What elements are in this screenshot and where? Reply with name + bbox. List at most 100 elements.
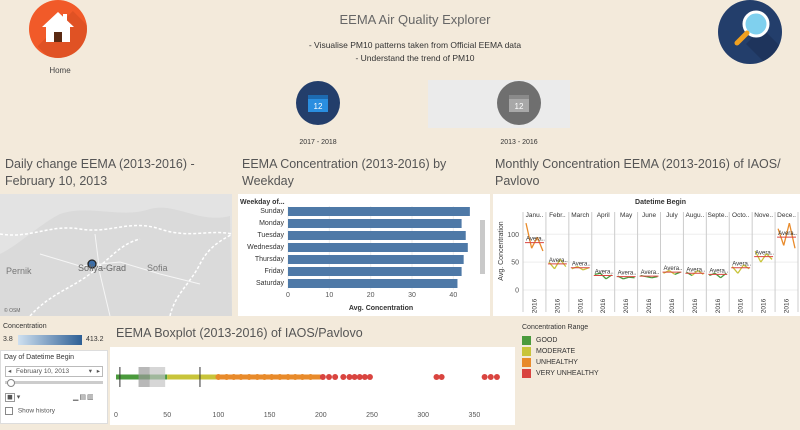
y-tick-label: 50 (511, 260, 519, 267)
range-legend-item[interactable]: UNHEALTHY (522, 357, 642, 368)
month-label: Septe.. (707, 212, 728, 219)
average-label: Avera.. (572, 262, 591, 268)
explore-button[interactable] (718, 0, 782, 64)
outlier-point (246, 374, 253, 380)
map-label: Sofia (147, 263, 168, 273)
x-axis-label: Avg. Concentration (349, 305, 413, 312)
outlier-point (433, 374, 440, 380)
outlier-point (346, 374, 353, 380)
year-label: 2016 (554, 298, 561, 313)
bar (288, 219, 462, 228)
range-legend-item[interactable]: MODERATE (522, 346, 642, 357)
day-slider-track[interactable] (5, 381, 103, 384)
year-label: 2016 (761, 298, 768, 313)
outlier-point (493, 374, 500, 380)
line-segment (628, 276, 635, 279)
average-label: Avera.. (618, 271, 637, 277)
y-axis-label: Avg. Concentration (498, 221, 505, 281)
year-label: 2016 (715, 298, 722, 313)
period-2017-2018-button[interactable]: 12 (296, 81, 340, 125)
x-tick-label: 100 (213, 412, 225, 419)
monthly-title: Monthly Concentration EEMA (2013-2016) o… (495, 157, 781, 188)
line-segment (559, 258, 567, 267)
category-label: Tuesday (257, 232, 284, 239)
bar (288, 255, 464, 264)
category-label: Sunday (260, 208, 284, 215)
bar (288, 231, 466, 240)
home-button[interactable] (29, 0, 87, 58)
calendar-icon: 12 (509, 95, 529, 112)
period-label: 2017 - 2018 (299, 139, 337, 146)
outlier-point (230, 374, 237, 380)
day-filter-dropdown[interactable]: ◂ February 10, 2013 ▾ ▸ (5, 366, 103, 377)
average-label: Avera.. (549, 258, 568, 264)
weekday-chart: Weekday of... 0 10 20 30 40 Sunday Monday Tuesda… (238, 194, 490, 316)
outlier-point (285, 374, 292, 380)
line-segment (783, 222, 790, 246)
category-label: Friday (265, 268, 285, 275)
outlier-point (332, 374, 339, 380)
outlier-point (319, 374, 326, 380)
period-2013-2016-button[interactable]: 12 (497, 81, 541, 125)
line-segment (651, 275, 658, 279)
calendar-icon: 12 (308, 95, 328, 112)
x-tick-label: 10 (325, 292, 333, 299)
legend-swatch (522, 357, 531, 367)
range-legend-item[interactable]: GOOD (522, 335, 642, 346)
show-history-toggle[interactable]: Show history (5, 407, 55, 415)
year-label: 2016 (623, 298, 630, 313)
weekday-title: EEMA Concentration (2013-2016) by Weekda… (242, 157, 447, 188)
outlier-point (481, 374, 488, 380)
boxplot-chart: 0 50 100 150 200 250 300 350 (110, 347, 515, 425)
x-tick-label: 20 (367, 292, 375, 299)
line-segment (737, 264, 745, 274)
concentration-legend-title: Concentration (3, 323, 47, 330)
average-label: Avera.. (595, 270, 614, 276)
category-label: Wednesday (247, 244, 284, 251)
x-tick-label: 350 (469, 412, 481, 419)
month-label: Nove.. (754, 212, 773, 219)
range-legend-item[interactable]: VERY UNHEALTHY (522, 368, 642, 379)
boxplot-chart-svg: 0 50 100 150 200 250 300 350 (114, 367, 500, 419)
day-slider-handle[interactable] (7, 379, 15, 387)
line-segment (599, 272, 607, 280)
average-label: Avera.. (709, 268, 728, 274)
playback-controls: ◼ ▾ (5, 393, 35, 403)
calendar-number: 12 (515, 102, 524, 111)
map-label: Pernik (6, 266, 32, 276)
bar (288, 279, 458, 288)
month-label: Dece.. (777, 212, 796, 219)
x-tick-label: 30 (408, 292, 416, 299)
show-history-checkbox[interactable] (5, 407, 13, 415)
month-label: Janu.. (526, 212, 544, 219)
average-label: Avera.. (686, 267, 705, 273)
map-attribution: © OSM (4, 307, 20, 314)
box-lower (138, 367, 150, 387)
chevron-down-icon[interactable]: ▾ (88, 368, 92, 375)
playback-speed-icon[interactable]: ▾ (16, 394, 21, 401)
outlier-point (299, 374, 306, 380)
subtitle-line-2: - Understand the trend of PM10 (355, 53, 475, 63)
concentration-min: 3.8 (3, 336, 13, 343)
year-label: 2016 (577, 298, 584, 313)
month-label: July (666, 212, 678, 219)
chevron-right-icon[interactable]: ▸ (96, 368, 100, 375)
y-tick-label: 0 (515, 288, 519, 295)
legend-swatch (522, 346, 531, 356)
map-label: Sofiya-Grad (78, 263, 126, 273)
outlier-point (366, 374, 373, 380)
map-location-marker[interactable] (87, 259, 97, 269)
legend-label: GOOD (536, 337, 558, 344)
x-tick-label: 0 (286, 292, 290, 299)
x-tick-label: 300 (417, 412, 429, 419)
home-label: Home (49, 66, 71, 75)
subtitle-line-1: - Visualise PM10 patterns taken from Off… (308, 40, 522, 50)
month-label: May (620, 212, 633, 219)
play-icon[interactable]: ◼ (5, 393, 15, 402)
playback-speed-options[interactable]: ▁▤▥ (73, 394, 95, 401)
legend-label: MODERATE (536, 348, 576, 355)
x-tick-label: 0 (114, 412, 118, 419)
chevron-left-icon[interactable]: ◂ (8, 368, 12, 375)
map[interactable]: Pernik Sofiya-Grad Sofia © OSM (0, 194, 232, 316)
search-icon (734, 10, 782, 64)
